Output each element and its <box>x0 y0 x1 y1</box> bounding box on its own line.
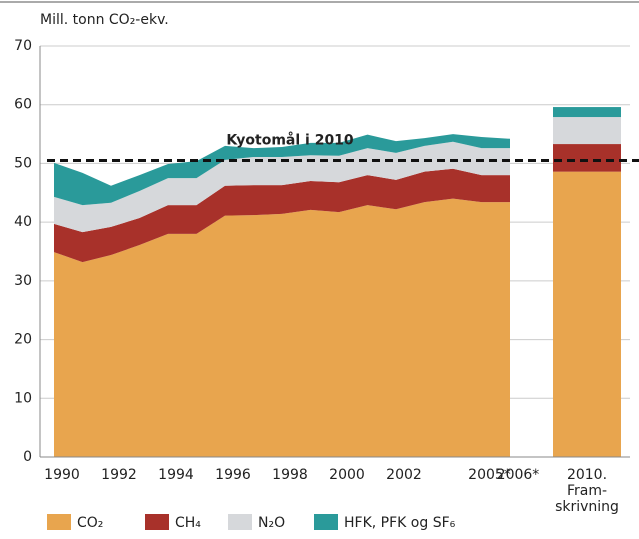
area <box>54 198 510 457</box>
area <box>54 134 510 206</box>
legend-label: N₂O <box>258 515 285 531</box>
legend-label: CO₂ <box>77 515 103 531</box>
y-tick-label: 0 <box>23 449 32 465</box>
legend-swatch <box>314 514 338 530</box>
x-tick-label: 1994 <box>158 467 194 483</box>
annotation: Kyotomål i 2010 <box>226 131 354 148</box>
y-tick-label: 10 <box>14 390 32 406</box>
x-tick-label: 1992 <box>101 467 137 483</box>
x-tick-label: 2000 <box>329 467 365 483</box>
x-tick-label: 1996 <box>215 467 251 483</box>
y-tick-label: 50 <box>14 155 32 171</box>
y-tick-label: 60 <box>14 97 32 113</box>
y-tick-label: 30 <box>14 273 32 289</box>
y-tick-label: 40 <box>14 214 32 230</box>
legend-swatch <box>47 514 71 530</box>
bar <box>553 171 621 458</box>
x-tick-label: 2005* <box>468 467 511 483</box>
x-tick-label: Fram- <box>567 483 607 499</box>
y-tick-label: 20 <box>14 332 32 348</box>
x-tick-label: skrivning <box>555 499 619 515</box>
y-axis-label: Mill. tonn CO₂-ekv. <box>40 12 169 28</box>
x-tick-label: 2010. <box>567 467 607 483</box>
x-tick-label: 1990 <box>44 467 80 483</box>
area <box>54 141 510 233</box>
legend-label: CH₄ <box>175 515 201 531</box>
area <box>54 168 510 263</box>
bar <box>553 144 621 172</box>
x-tick-label: 1998 <box>272 467 308 483</box>
bar <box>553 107 621 118</box>
x-tick-label: 2006* <box>497 467 540 483</box>
y-tick-label: 70 <box>14 38 32 54</box>
legend-swatch <box>145 514 169 530</box>
legend-swatch <box>228 514 252 530</box>
legend-label: HFK, PFK og SF₆ <box>344 515 456 531</box>
bar <box>553 117 621 145</box>
x-tick-label: 2002 <box>386 467 422 483</box>
